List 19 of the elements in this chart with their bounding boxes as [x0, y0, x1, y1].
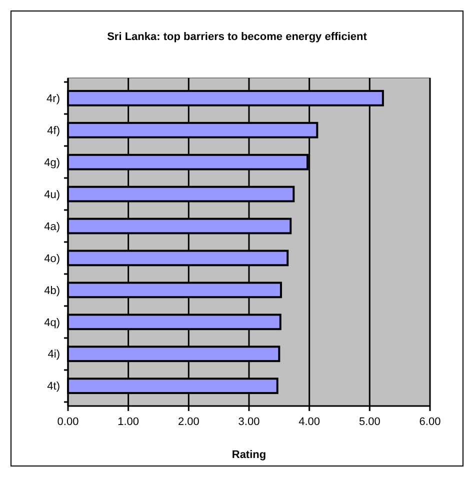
x-tick-label: 2.00	[178, 416, 200, 428]
x-tick-label: 0.00	[57, 416, 79, 428]
x-tick-label: 3.00	[238, 416, 260, 428]
y-tick-label: 4g)	[44, 156, 60, 169]
y-tick-label: 4b)	[44, 284, 60, 297]
y-tick-label: 4i)	[48, 348, 60, 361]
x-tick-label: 4.00	[298, 416, 320, 428]
chart-title: Sri Lanka: top barriers to become energy efficient	[107, 31, 368, 43]
y-tick-label: 4o)	[44, 252, 60, 265]
y-tick-label: 4f)	[47, 124, 60, 137]
y-tick-label: 4t)	[47, 380, 60, 393]
x-tick-label: 5.00	[358, 416, 380, 428]
x-tick-label: 6.00	[419, 416, 441, 428]
y-tick-label: 4a)	[44, 220, 60, 233]
y-tick-label: 4u)	[44, 188, 60, 201]
x-tick-label: 1.00	[118, 416, 140, 428]
y-tick-label: 4q)	[44, 316, 60, 329]
y-tick-label: 4r)	[46, 92, 60, 105]
x-axis-title: Rating	[232, 449, 266, 461]
